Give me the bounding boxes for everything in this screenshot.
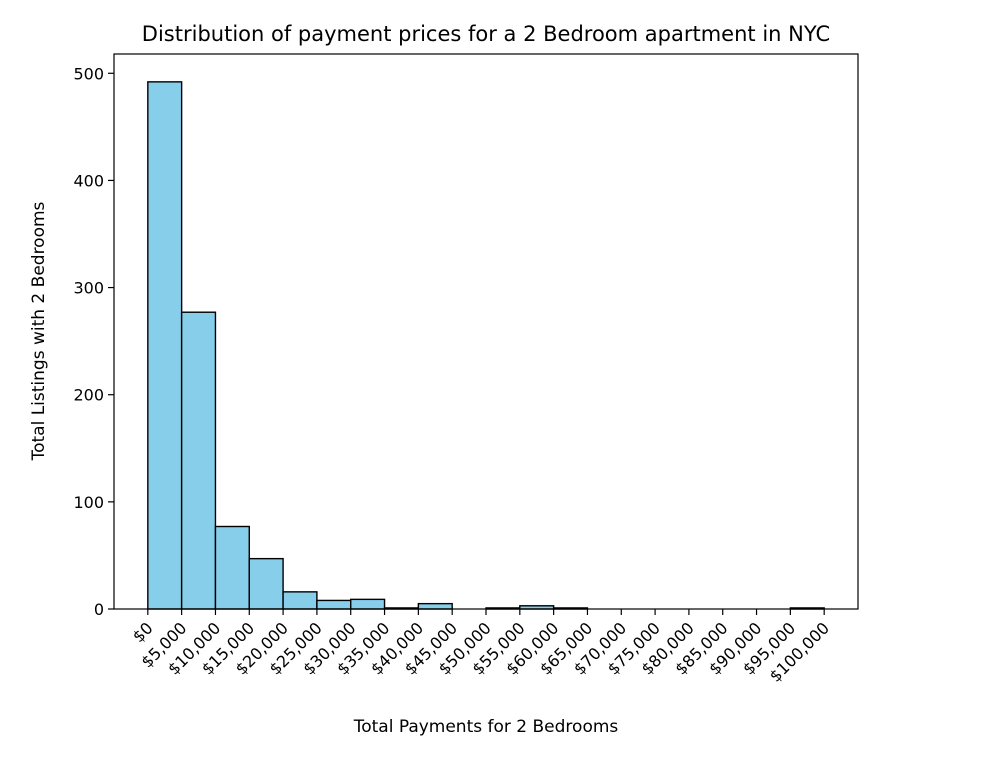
y-tick-label: 400 — [73, 171, 104, 190]
bars-group — [147, 81, 825, 610]
histogram-bar — [316, 599, 352, 610]
y-tick-label: 300 — [73, 279, 104, 298]
y-tick-label: 100 — [73, 493, 104, 512]
histogram-bar — [180, 311, 217, 610]
histogram-bar — [214, 525, 250, 610]
histogram-bar — [417, 602, 453, 610]
histogram-bar — [248, 557, 284, 610]
y-axis: 0 100 200 300 400 500 — [73, 64, 114, 619]
histogram-bar — [147, 81, 183, 610]
x-axis: $0$5,000$10,000$15,000$20,000$25,000$30,… — [129, 609, 833, 686]
plot-frame — [113, 53, 859, 610]
y-tick-label: 0 — [94, 600, 104, 619]
histogram-bar — [350, 598, 386, 610]
y-tick-label: 200 — [73, 386, 104, 405]
y-axis-label: Total Listings with 2 Bedrooms — [29, 201, 49, 461]
histogram-bar — [282, 591, 318, 610]
y-tick-label: 500 — [73, 64, 104, 83]
chart-title: Distribution of payment prices for a 2 B… — [142, 22, 830, 46]
x-axis-label: Total Payments for 2 Bedrooms — [353, 717, 619, 737]
